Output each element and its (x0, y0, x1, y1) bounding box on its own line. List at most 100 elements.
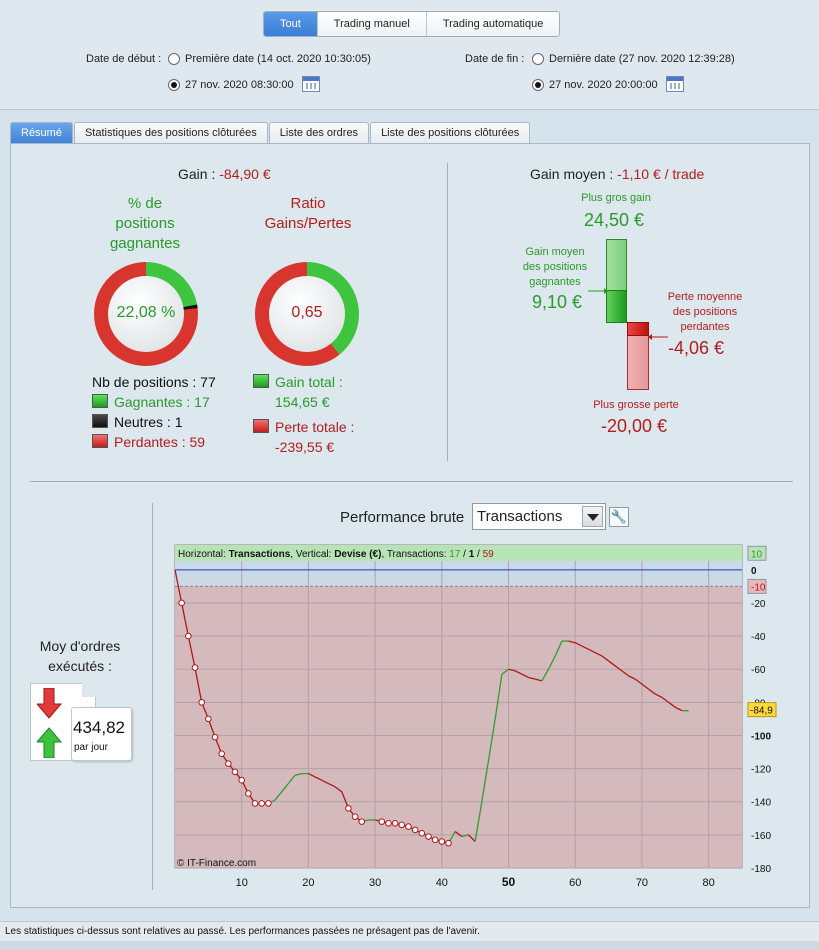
chevron-down-icon[interactable] (582, 506, 603, 527)
performance-axis-select[interactable]: Transactions (472, 503, 606, 530)
chart-point (391, 819, 399, 827)
chart-series-segment (594, 652, 603, 657)
chart-point (265, 800, 272, 807)
summary-divider-vertical (447, 163, 448, 461)
chart-ytick-label: -40 (751, 632, 766, 643)
biggest-gain-value: 24,50 € (584, 210, 645, 230)
chart-point (251, 800, 259, 807)
start-first-date-radio[interactable] (168, 53, 180, 65)
chart-point (198, 699, 205, 706)
chart-series-segment (574, 642, 583, 647)
avg-loss-line2: des positions (672, 306, 738, 318)
chart-xtick-label: 60 (569, 877, 581, 889)
tab-closed-list[interactable]: Liste des positions clôturées (370, 122, 531, 143)
start-calendar-icon[interactable] (302, 76, 320, 92)
chart-xtick-label: 50 (502, 875, 516, 889)
avg-orders-line1: Moy d'ordres (39, 638, 121, 654)
pct-title-line2: positions (115, 215, 175, 232)
chart-current-value-label: -84,9 (747, 702, 777, 718)
chart-series-segment (661, 696, 670, 703)
tab-resume[interactable]: Résumé (10, 122, 73, 143)
start-custom-date-radio[interactable] (168, 79, 180, 91)
chart-series-segment (547, 655, 556, 670)
chart-series-segment (508, 668, 516, 672)
mode-all-button[interactable]: Tout (264, 12, 318, 36)
avg-loss-line1: Perte moyenne (667, 291, 743, 303)
chart-ytick-label: -160 (751, 831, 771, 842)
chart-series-segment (535, 678, 543, 682)
end-calendar-icon[interactable] (666, 76, 684, 92)
chart-point (425, 833, 432, 840)
chart-series-segment (581, 645, 589, 650)
winning-count: Gagnantes : 17 (114, 394, 210, 410)
avg-loss-line3: perdantes (680, 321, 730, 333)
neutral-count: Neutres : 1 (114, 414, 183, 430)
chart-series-segment (487, 718, 496, 761)
svg-text:-84,9: -84,9 (750, 706, 773, 717)
disclaimer-text: Les statistiques ci-dessus sont relative… (5, 926, 480, 937)
chart-point (225, 760, 232, 767)
chart-ytick-label: 10 (751, 549, 763, 560)
chart-series-segment (588, 648, 596, 654)
chart-series-segment (454, 831, 463, 838)
chart-series-segment (641, 683, 650, 690)
chart-point (185, 632, 192, 640)
gain-moyen-value: -1,10 € / trade (617, 166, 705, 182)
avg-loss-arrow-icon (648, 334, 668, 340)
end-last-date-radio[interactable] (532, 53, 544, 65)
winning-square-icon (92, 394, 108, 408)
gain-moyen-label: Gain moyen : (530, 166, 614, 182)
chart-loss-band (175, 586, 742, 868)
performance-divider-vertical (152, 503, 153, 890)
start-custom-date-text: 27 nov. 2020 08:30:00 (185, 79, 294, 91)
chart-series-segment (174, 569, 183, 604)
chart-series-segment (181, 602, 189, 637)
chart-point (191, 664, 199, 671)
end-custom-date-radio[interactable] (532, 79, 544, 91)
bottom-strip (0, 941, 819, 950)
biggest-loss-label: Plus grosse perte (593, 399, 679, 411)
chart-point (258, 800, 266, 807)
avg-orders-box: 434,82 par jour (71, 707, 132, 761)
end-last-date-text: Dernière date (27 nov. 2020 12:39:28) (549, 53, 735, 65)
performance-chart[interactable]: 100-10-20-40-60-80-100-120-140-160-180 1… (160, 540, 800, 892)
pct-title-line1: % de (127, 195, 163, 212)
chart-point (351, 813, 359, 820)
chart-point (345, 805, 352, 812)
chart-point (411, 826, 419, 834)
ratio-title-line2: Gains/Pertes (264, 215, 352, 232)
chart-series-segment (194, 667, 203, 703)
wrench-icon[interactable]: 🔧 (609, 507, 629, 527)
chart-point (358, 818, 366, 825)
chart-series-segment (568, 640, 576, 644)
chart-series-segment (554, 640, 563, 657)
biggest-loss-value: -20,00 € (601, 416, 668, 436)
chart-series-segment (281, 783, 289, 793)
chart-series-segment (321, 779, 329, 785)
avg-orders-line2: exécutés : (48, 658, 112, 674)
tab-bar: Résumé Statistiques des positions clôtur… (10, 122, 531, 143)
pct-title-line3: gagnantes (109, 235, 181, 252)
chart-point (238, 776, 246, 784)
avg-loss-label: Perte moyenne des positions perdantes (655, 290, 755, 335)
loss-total-value: -239,55 € (275, 439, 335, 455)
chart-series-segment (621, 670, 629, 677)
avg-gain-line1: Gain moyen (525, 246, 585, 258)
pct-winning-donut: 22,08 % (94, 262, 198, 366)
tab-orders[interactable]: Liste des ordres (268, 122, 370, 143)
biggest-gain-label: Plus gros gain (581, 192, 651, 204)
loss-total-square-icon (253, 419, 269, 433)
chart-series-segment (608, 660, 616, 667)
chart-ytick-label: -120 (751, 765, 771, 776)
ratio-title-line1: Ratio (290, 195, 326, 212)
chart-series-segment (668, 701, 676, 708)
pct-winning-value: 22,08 % (116, 304, 176, 321)
chart-series-segment (481, 760, 490, 802)
chart-series-segment (274, 791, 283, 801)
chart-series-segment (468, 834, 476, 842)
mode-manual-button[interactable]: Trading manuel (317, 12, 427, 36)
chart-series-segment (601, 655, 609, 662)
tab-closed-stats[interactable]: Statistiques des positions clôturées (73, 122, 268, 143)
mode-auto-button[interactable]: Trading automatique (426, 12, 560, 36)
chart-series-segment (328, 782, 336, 788)
